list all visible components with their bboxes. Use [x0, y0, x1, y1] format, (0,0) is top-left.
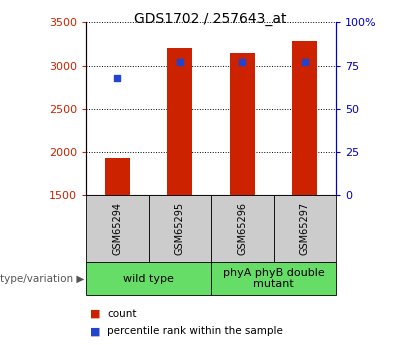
Text: GSM65294: GSM65294 — [112, 202, 122, 255]
Text: GSM65295: GSM65295 — [175, 202, 185, 255]
Text: percentile rank within the sample: percentile rank within the sample — [107, 326, 283, 336]
Text: ■: ■ — [90, 309, 101, 319]
Text: GDS1702 / 257643_at: GDS1702 / 257643_at — [134, 12, 286, 26]
Bar — [292, 41, 317, 195]
Text: ■: ■ — [90, 326, 101, 336]
Text: wild type: wild type — [123, 274, 174, 284]
Text: phyA phyB double
mutant: phyA phyB double mutant — [223, 268, 324, 289]
Text: GSM65297: GSM65297 — [300, 202, 310, 255]
Text: genotype/variation ▶: genotype/variation ▶ — [0, 274, 84, 284]
Text: GSM65296: GSM65296 — [237, 202, 247, 255]
Text: count: count — [107, 309, 136, 319]
Bar — [105, 158, 130, 195]
Bar — [167, 48, 192, 195]
Bar — [230, 52, 255, 195]
